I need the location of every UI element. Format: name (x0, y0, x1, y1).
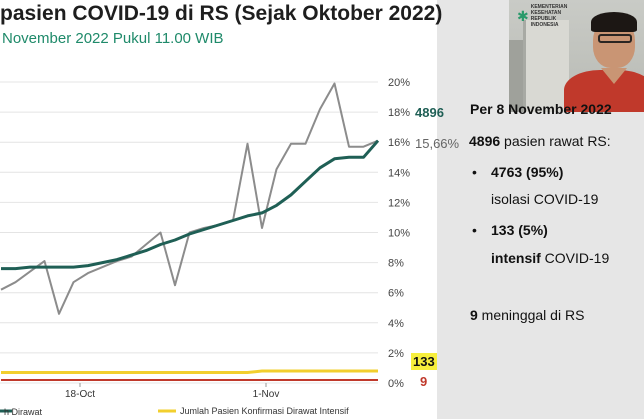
ministry-logo-text: KEMENTERIAN KESEHATAN REPUBLIK INDONESIA (530, 4, 568, 28)
y-tick-label: 18% (388, 107, 410, 119)
legend-label-intensive: Jumlah Pasien Konfirmasi Dirawat Intensi… (180, 406, 349, 416)
isolation-label: isolasi COVID-19 (491, 191, 599, 207)
gray-series-end-label: 15,66% (415, 136, 460, 151)
presenter-shirt (564, 70, 644, 112)
deaths-note: 9 meninggal di RS (470, 307, 584, 323)
total-patients-label: 4896 (415, 105, 444, 120)
building-shape (523, 20, 569, 112)
y-tick-label: 20% (388, 77, 410, 89)
panel-heading: Per 8 November 2022 (470, 101, 612, 117)
panel-total-number: 4896 (469, 133, 501, 149)
x-tick-label: 1-Nov (253, 389, 280, 400)
intensive-label: intensif COVID-19 (491, 250, 609, 266)
deaths-end-label: 9 (420, 374, 427, 389)
intensive-label-rest: COVID-19 (540, 250, 610, 266)
ministry-logo-icon: ✱ (517, 8, 529, 24)
presenter-glasses (598, 34, 632, 43)
y-tick-label: 12% (388, 197, 410, 209)
intensive-label-bold: intensif (491, 250, 541, 266)
series-line-green (1, 139, 380, 271)
y-tick-label: 16% (388, 137, 410, 149)
intensive-end-label: 133 (413, 354, 435, 369)
x-tick-label: 18-Oct (65, 389, 95, 400)
deaths-number: 9 (470, 307, 478, 323)
y-tick-label: 4% (388, 318, 404, 330)
y-tick-label: 8% (388, 258, 404, 270)
page-title: pasien COVID-19 di RS (Sejak Oktober 202… (0, 2, 443, 25)
y-tick-label: 14% (388, 167, 410, 179)
isolation-value: 4763 (95%) (491, 164, 564, 180)
panel-total: 4896 pasien rawat RS: (469, 133, 611, 149)
y-tick-label: 2% (388, 348, 404, 360)
panel-total-text: pasien rawat RS: (500, 133, 611, 149)
building-shape (509, 40, 527, 112)
intensive-value: 133 (5%) (491, 222, 548, 238)
series-line-yellow (1, 369, 378, 374)
series-line-gray (0, 82, 379, 315)
legend-label-total: h Dirawat (4, 407, 43, 417)
presenter-hair (591, 12, 637, 32)
bullet-icon: • (472, 222, 477, 238)
intensive-label-highlight (411, 353, 437, 370)
ministry-logo: ✱ KEMENTERIAN KESEHATAN REPUBLIK INDONES… (517, 3, 569, 29)
deaths-text: meninggal di RS (477, 307, 585, 323)
page-subtitle: November 2022 Pukul 11.00 WIB (2, 30, 224, 47)
y-tick-label: 10% (388, 228, 410, 240)
presenter-video: ✱ KEMENTERIAN KESEHATAN REPUBLIK INDONES… (509, 0, 644, 112)
bullet-icon: • (472, 164, 477, 180)
y-tick-label: 6% (388, 288, 404, 300)
y-tick-label: 0% (388, 378, 404, 390)
